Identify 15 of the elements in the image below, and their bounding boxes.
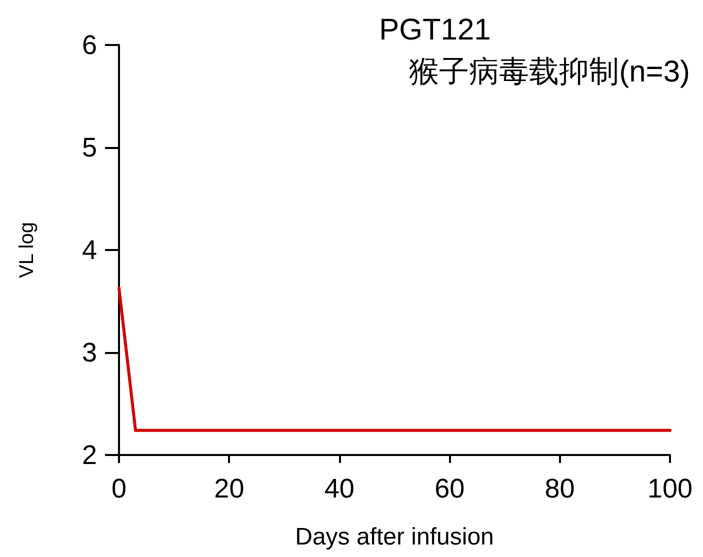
- y-tick-label: 3: [82, 338, 97, 368]
- x-axis-title: Days after infusion: [295, 524, 494, 550]
- chart-title: PGT121: [379, 14, 491, 46]
- y-tick-label: 6: [82, 30, 97, 60]
- y-tick-label: 5: [82, 132, 97, 162]
- chart-subtitle: 猴子病毒载抑制(n=3): [409, 56, 690, 88]
- x-tick-label: 100: [647, 474, 693, 504]
- y-tick-label: 2: [82, 440, 97, 470]
- y-tick-label: 4: [82, 235, 97, 265]
- x-tick-label: 40: [324, 474, 354, 504]
- x-tick-label: 0: [111, 474, 127, 504]
- y-axis-title: VL log: [16, 222, 38, 278]
- x-tick-label: 60: [434, 474, 465, 504]
- x-tick-label: 80: [544, 474, 575, 504]
- x-tick-label: 20: [214, 474, 244, 504]
